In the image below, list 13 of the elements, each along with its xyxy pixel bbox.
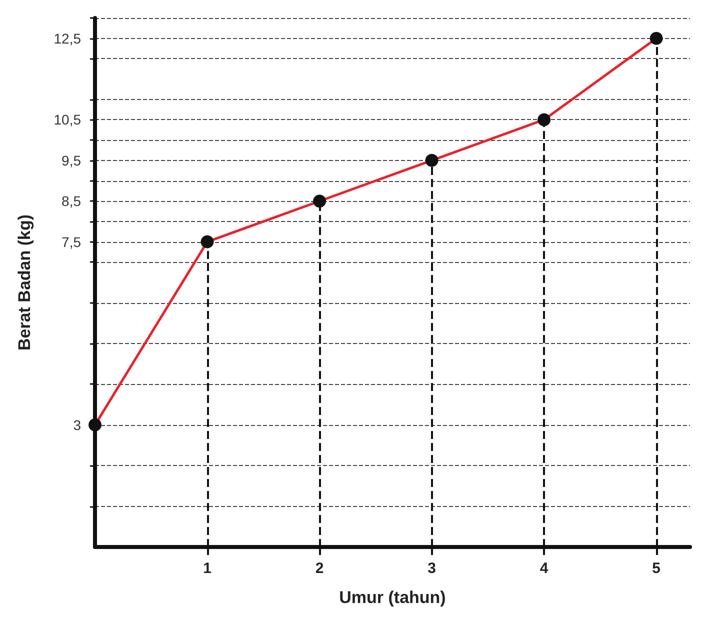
y-tick-label: 10,5	[54, 112, 82, 128]
x-tick-label: 1	[203, 560, 212, 577]
x-tick-label: 2	[315, 560, 324, 577]
y-tick-label: 3	[73, 416, 82, 433]
y-tick-label: 8,5	[62, 193, 82, 210]
y-axis-title: Berat Badan (kg)	[15, 214, 34, 351]
x-tick-label: 5	[652, 560, 660, 577]
x-axis-title: Umur (tahun)	[339, 588, 446, 607]
y-tick-label: 12,5	[54, 30, 82, 46]
x-tick-label: 4	[540, 560, 549, 577]
y-tick-label: 7,5	[62, 234, 82, 250]
y-tick-label: 9,5	[62, 152, 82, 168]
x-tick-label: 3	[428, 560, 436, 577]
